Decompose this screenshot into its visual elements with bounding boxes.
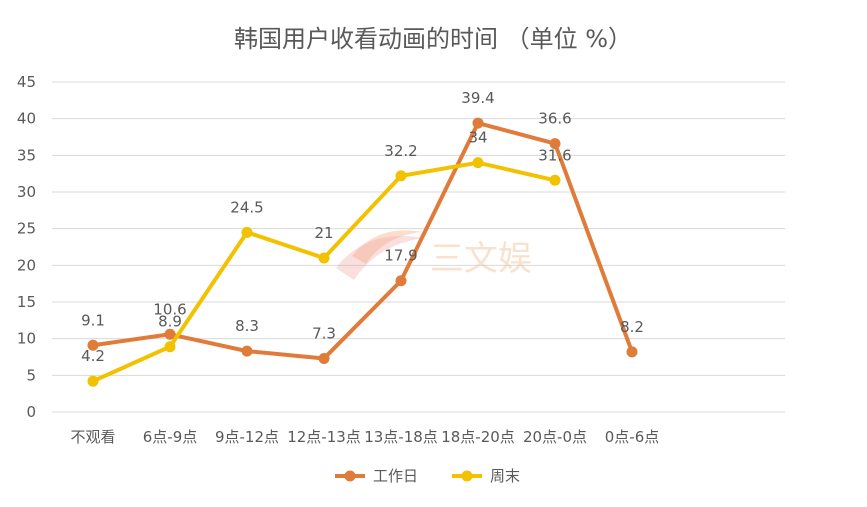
data-label: 39.4 — [461, 89, 494, 107]
x-tick-label: 9点-12点 — [215, 428, 279, 446]
series-1-point — [164, 341, 176, 353]
data-label: 31.6 — [538, 146, 571, 164]
data-label: 34 — [468, 129, 487, 147]
y-tick-label: 40 — [17, 110, 36, 128]
x-tick-label: 13点-18点 — [364, 428, 438, 446]
series-line-0 — [91, 121, 634, 361]
watermark-swirl-icon — [336, 236, 424, 280]
series-1-point — [472, 157, 484, 169]
data-label: 8.9 — [158, 313, 182, 331]
legend-label: 周末 — [490, 467, 520, 485]
data-label: 24.5 — [230, 198, 263, 216]
y-tick-label: 45 — [17, 73, 36, 91]
series-1-point — [241, 226, 253, 238]
chart-title: 韩国用户收看动画的时间 （单位 %） — [234, 25, 632, 53]
y-tick-label: 10 — [17, 330, 36, 348]
data-label: 32.2 — [384, 142, 417, 160]
series-0-point — [87, 339, 99, 351]
data-label: 21 — [314, 224, 333, 242]
y-axis-ticks: 0 5 10 15 20 25 30 35 40 45 — [17, 73, 36, 421]
x-tick-label: 18点-20点 — [441, 428, 515, 446]
series-1-point — [318, 252, 330, 264]
series-0-point — [395, 275, 407, 287]
data-labels: 9.1 10.6 8.3 7.3 17.9 39.4 36.6 8.2 4.2 8.9 24.5 21… — [81, 89, 644, 365]
legend-swatch-marker — [344, 470, 356, 482]
x-tick-label: 12点-13点 — [287, 428, 361, 446]
series-0-point — [164, 328, 176, 340]
data-label: 10.6 — [153, 300, 186, 318]
watermark-logo: 三文娱 — [336, 230, 532, 280]
y-tick-label: 20 — [17, 256, 36, 274]
watermark-text: 三文娱 — [430, 239, 532, 279]
data-label: 9.1 — [81, 311, 105, 329]
data-label: 8.2 — [620, 318, 644, 336]
watermark-swirl-icon — [352, 230, 422, 264]
series-1-point — [549, 174, 561, 186]
legend-swatch-marker — [461, 470, 473, 482]
x-axis-ticks: 不观看 6点-9点 9点-12点 12点-13点 13点-18点 18点-20点 20点-0… — [70, 428, 659, 446]
series-1-point — [87, 375, 99, 387]
y-tick-label: 35 — [17, 146, 36, 164]
series-0-point — [472, 117, 484, 129]
data-label: 36.6 — [538, 110, 571, 128]
x-tick-label: 20点-0点 — [523, 428, 587, 446]
data-label: 7.3 — [312, 324, 336, 342]
y-tick-label: 25 — [17, 220, 36, 238]
series-0-point — [549, 138, 561, 150]
data-label: 17.9 — [384, 247, 417, 265]
data-label: 4.2 — [81, 347, 105, 365]
x-tick-label: 6点-9点 — [143, 428, 198, 446]
series-0-point — [241, 345, 253, 357]
legend-label: 工作日 — [373, 467, 418, 485]
x-tick-label: 不观看 — [70, 428, 115, 446]
series-layer — [87, 117, 638, 387]
y-tick-label: 15 — [17, 293, 36, 311]
x-tick-label: 0点-6点 — [605, 428, 660, 446]
y-tick-label: 30 — [17, 183, 36, 201]
series-0-point — [318, 352, 330, 364]
data-label: 8.3 — [235, 317, 259, 335]
y-tick-label: 5 — [26, 366, 36, 384]
y-tick-label: 0 — [26, 403, 36, 421]
legend: 工作日 周末 — [335, 467, 520, 485]
series-0-point — [626, 346, 638, 358]
series-1-point — [395, 170, 407, 182]
